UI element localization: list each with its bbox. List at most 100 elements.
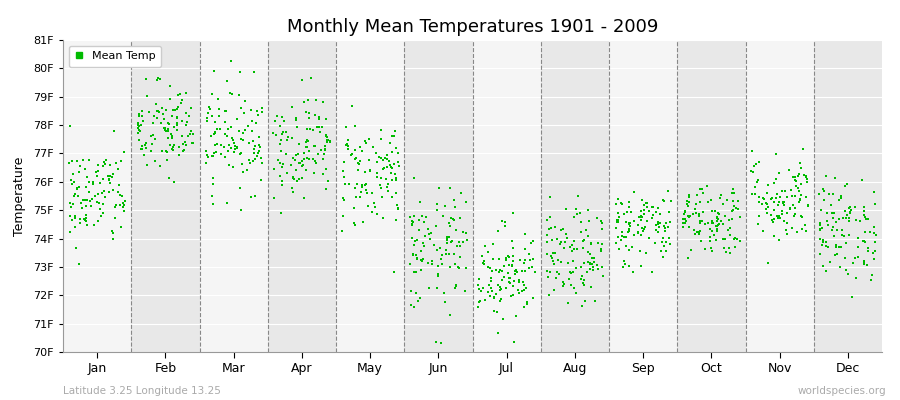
- Point: [622, 221, 636, 228]
- Point: [218, 119, 232, 126]
- Point: [783, 206, 797, 212]
- Point: [717, 245, 732, 251]
- Point: [322, 137, 337, 144]
- Point: [336, 212, 350, 219]
- Point: [132, 128, 147, 134]
- Point: [491, 228, 505, 234]
- Point: [698, 246, 712, 252]
- Point: [446, 216, 461, 222]
- Point: [117, 208, 131, 214]
- Point: [410, 237, 424, 244]
- Point: [274, 210, 288, 216]
- Point: [567, 214, 581, 220]
- Point: [410, 269, 424, 276]
- Point: [653, 248, 668, 254]
- Point: [721, 227, 735, 233]
- Point: [703, 226, 717, 232]
- Point: [103, 189, 117, 196]
- Point: [727, 236, 742, 242]
- Point: [563, 282, 578, 288]
- Point: [363, 168, 377, 174]
- Point: [205, 112, 220, 119]
- Point: [425, 261, 439, 267]
- Point: [545, 249, 560, 256]
- Point: [590, 262, 604, 268]
- Point: [274, 164, 289, 170]
- Point: [637, 226, 652, 232]
- Point: [794, 181, 808, 188]
- Point: [300, 155, 314, 162]
- Point: [848, 204, 862, 210]
- Point: [318, 150, 332, 157]
- Point: [376, 215, 391, 221]
- Point: [517, 304, 531, 310]
- Point: [496, 316, 510, 322]
- Point: [239, 166, 254, 173]
- Point: [458, 199, 473, 206]
- Point: [826, 215, 841, 222]
- Point: [686, 211, 700, 218]
- Point: [709, 236, 724, 243]
- Point: [705, 218, 719, 224]
- Point: [432, 185, 446, 191]
- Point: [694, 238, 708, 244]
- Point: [363, 167, 377, 174]
- Point: [295, 163, 310, 170]
- Point: [777, 199, 791, 206]
- Point: [637, 206, 652, 213]
- Point: [611, 217, 625, 223]
- Point: [590, 240, 605, 246]
- Point: [186, 140, 201, 146]
- Point: [225, 91, 239, 97]
- Point: [799, 173, 814, 179]
- Point: [559, 206, 573, 212]
- Point: [73, 162, 87, 169]
- Bar: [677, 40, 745, 352]
- Point: [634, 232, 648, 238]
- Point: [82, 157, 96, 163]
- Point: [472, 286, 487, 292]
- Point: [752, 221, 766, 227]
- Point: [414, 257, 428, 264]
- Point: [68, 215, 83, 221]
- Point: [274, 148, 288, 154]
- Point: [90, 168, 104, 174]
- Point: [725, 207, 740, 214]
- Point: [682, 199, 697, 205]
- Point: [868, 230, 882, 236]
- Point: [230, 116, 244, 122]
- Point: [148, 101, 163, 108]
- Point: [297, 156, 311, 162]
- Point: [866, 250, 880, 256]
- Point: [857, 261, 871, 267]
- Point: [814, 242, 829, 248]
- Point: [320, 134, 334, 140]
- Point: [586, 267, 600, 273]
- Point: [212, 113, 226, 119]
- Point: [224, 124, 238, 130]
- Point: [158, 128, 173, 134]
- Point: [724, 190, 739, 196]
- Point: [755, 201, 770, 207]
- Point: [231, 128, 246, 134]
- Point: [476, 259, 491, 266]
- Point: [485, 268, 500, 274]
- Point: [289, 117, 303, 123]
- Point: [436, 290, 451, 296]
- Point: [72, 260, 86, 267]
- Point: [503, 280, 517, 286]
- Point: [184, 128, 199, 134]
- Point: [725, 186, 740, 192]
- Point: [161, 128, 176, 134]
- Point: [145, 141, 159, 148]
- Point: [835, 226, 850, 233]
- Point: [491, 282, 505, 288]
- Point: [321, 137, 336, 144]
- Point: [651, 219, 665, 226]
- Point: [292, 141, 306, 148]
- Point: [542, 226, 556, 232]
- Point: [237, 168, 251, 175]
- Point: [507, 278, 521, 284]
- Point: [279, 137, 293, 143]
- Point: [794, 213, 808, 220]
